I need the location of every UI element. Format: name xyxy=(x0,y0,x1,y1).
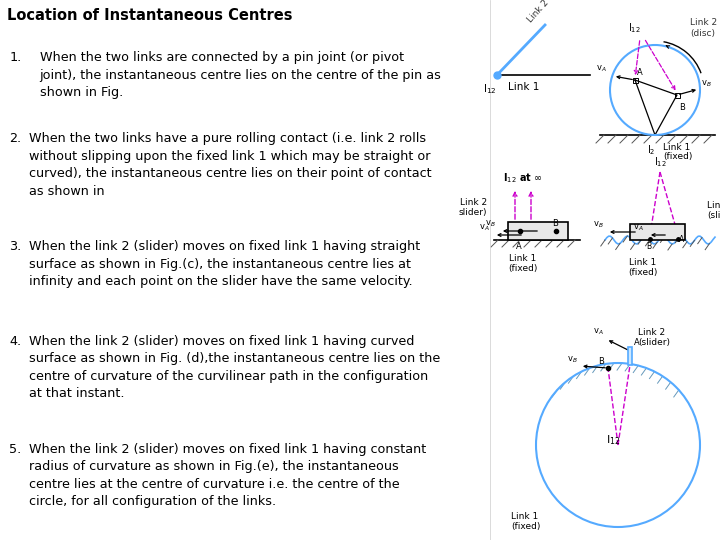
Text: Link 2: Link 2 xyxy=(690,18,717,27)
Text: I$_{12}$: I$_{12}$ xyxy=(654,155,667,169)
Text: I$_2$: I$_2$ xyxy=(647,143,655,157)
Text: Link 2: Link 2 xyxy=(460,198,487,207)
Text: When the link 2 (slider) moves on fixed link 1 having straight
surface as shown : When the link 2 (slider) moves on fixed … xyxy=(29,240,420,288)
Text: A: A xyxy=(679,234,684,244)
Text: When the link 2 (slider) moves on fixed link 1 having curved
surface as shown in: When the link 2 (slider) moves on fixed … xyxy=(29,335,440,400)
Text: Link 2: Link 2 xyxy=(526,0,551,24)
Text: B: B xyxy=(646,242,651,251)
Text: When the two links are connected by a pin joint (or pivot
joint), the instantane: When the two links are connected by a pi… xyxy=(40,51,441,99)
Bar xyxy=(675,92,680,98)
Text: A: A xyxy=(516,242,522,251)
Text: 2.: 2. xyxy=(9,132,22,145)
Text: A: A xyxy=(634,338,640,347)
Text: Link 1: Link 1 xyxy=(511,512,539,521)
Text: v$_B$: v$_B$ xyxy=(485,219,496,229)
Text: v$_A$: v$_A$ xyxy=(634,222,644,233)
Text: Link 1: Link 1 xyxy=(508,82,539,92)
Text: I$_{12}$ at $\infty$: I$_{12}$ at $\infty$ xyxy=(503,171,543,185)
Text: (fixed): (fixed) xyxy=(511,522,541,531)
Text: 3.: 3. xyxy=(9,240,22,253)
Text: Location of Instantaneous Centres: Location of Instantaneous Centres xyxy=(7,8,292,23)
Text: Link 1: Link 1 xyxy=(663,143,690,152)
Text: v$_A$: v$_A$ xyxy=(593,327,604,337)
Text: 1.: 1. xyxy=(9,51,22,64)
Text: v$_A$: v$_A$ xyxy=(480,222,490,233)
Text: B: B xyxy=(552,219,558,228)
Text: 4.: 4. xyxy=(9,335,22,348)
Text: I$_{12}$: I$_{12}$ xyxy=(606,433,620,447)
Text: (fixed): (fixed) xyxy=(508,264,538,273)
Text: When the two links have a pure rolling contact (i.e. link 2 rolls
without slippi: When the two links have a pure rolling c… xyxy=(29,132,431,198)
Bar xyxy=(628,347,632,365)
Text: 5.: 5. xyxy=(9,443,22,456)
Text: (slider): (slider) xyxy=(638,338,670,347)
Text: (disc): (disc) xyxy=(690,29,715,38)
Bar xyxy=(508,222,568,240)
Text: v$_B$: v$_B$ xyxy=(701,78,711,89)
Text: Link 1: Link 1 xyxy=(629,258,657,267)
Text: (fixed): (fixed) xyxy=(629,268,657,277)
Bar xyxy=(632,78,637,83)
Text: (fixed): (fixed) xyxy=(663,152,693,161)
Text: I$_{12}$: I$_{12}$ xyxy=(628,21,641,35)
Text: I$_{12}$: I$_{12}$ xyxy=(483,82,497,96)
Text: Link 2: Link 2 xyxy=(707,201,720,210)
Text: B: B xyxy=(598,357,604,366)
Text: Link 1: Link 1 xyxy=(509,254,536,263)
Text: (slider): (slider) xyxy=(707,211,720,220)
Text: v$_B$: v$_B$ xyxy=(567,354,578,365)
Text: v$_A$: v$_A$ xyxy=(596,64,607,74)
Text: A: A xyxy=(637,68,643,77)
Text: v$_B$: v$_B$ xyxy=(593,219,604,230)
Text: When the link 2 (slider) moves on fixed link 1 having constant
radius of curvatu: When the link 2 (slider) moves on fixed … xyxy=(29,443,426,508)
Bar xyxy=(630,224,685,240)
Text: B: B xyxy=(679,103,685,112)
Text: Link 2: Link 2 xyxy=(638,328,665,337)
Text: slider): slider) xyxy=(459,208,487,217)
